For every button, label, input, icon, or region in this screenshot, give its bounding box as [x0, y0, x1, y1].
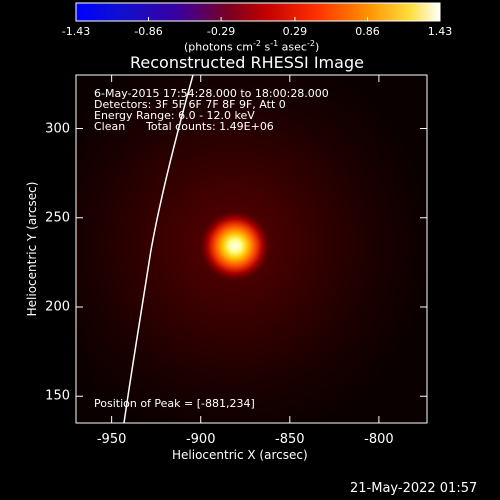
x-axis-label: Heliocentric X (arcsec)	[172, 448, 308, 462]
y-axis-label: Heliocentric Y (arcsec)	[25, 181, 39, 317]
colorbar-units: (photons cm-2 s-1 asec-2)	[184, 39, 320, 54]
info-total-counts: Total counts: 1.49E+06	[146, 120, 274, 133]
solar-limb	[123, 75, 194, 423]
colorbar-tick-label: 1.43	[427, 25, 453, 38]
info-time-range: 6-May-2015 17:54:28.000 to 18:00:28.000	[94, 87, 329, 100]
colorbar-tick-label: -1.43	[61, 25, 91, 38]
colorbar-tick-label: 0.29	[282, 25, 308, 38]
colorbar-tick-label: -0.29	[206, 25, 236, 38]
flare-source	[76, 75, 427, 423]
x-tick-label: -900	[185, 432, 216, 447]
timestamp: 21-May-2022 01:57	[350, 481, 478, 496]
info-detectors: Detectors: 3F 5F 6F 7F 8F 9F, Att 0	[94, 98, 286, 111]
colorbar	[75, 2, 441, 22]
y-tick-label: 150	[45, 388, 70, 404]
colorbar-tick-label: 0.86	[355, 25, 380, 38]
colorbar-tick-marks	[75, 17, 441, 21]
info-energy-range: Energy Range: 6.0 - 12.0 keV	[94, 109, 255, 122]
peak-position-label: Position of Peak = [-881,234]	[94, 397, 255, 410]
y-tick-label: 300	[45, 121, 70, 137]
y-tick-label: 200	[45, 299, 70, 315]
colorbar-svg	[75, 2, 441, 22]
x-tick-label: -850	[275, 432, 305, 447]
x-tick-label: -800	[364, 432, 394, 447]
x-tick-label: -950	[96, 432, 127, 447]
y-tick-label: 250	[45, 210, 70, 226]
info-clean: Clean	[94, 120, 126, 133]
colorbar-tick-label: -0.86	[134, 25, 163, 38]
plot-title: Reconstructed RHESSI Image	[130, 53, 364, 72]
plot-frame	[75, 74, 428, 424]
x-tick-marks	[111, 75, 380, 423]
y-tick-marks	[76, 128, 427, 397]
